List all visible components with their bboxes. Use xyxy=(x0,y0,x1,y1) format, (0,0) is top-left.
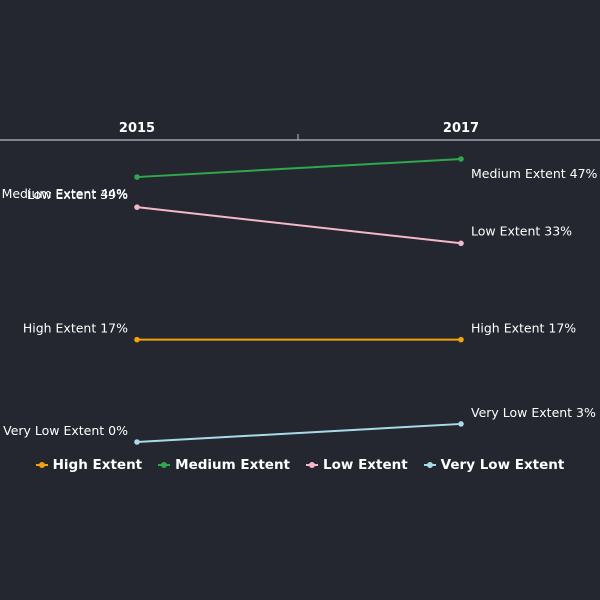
series-very-low-extent: Very Low Extent 0% Very Low Extent 3% xyxy=(3,405,596,445)
series-high-extent: High Extent 17% High Extent 17% xyxy=(23,321,576,343)
legend-item-high-extent[interactable]: High Extent xyxy=(35,457,143,473)
legend-marker-icon xyxy=(306,460,319,470)
legend-marker-icon xyxy=(35,460,48,470)
series-line xyxy=(136,422,462,443)
legend-label: Low Extent xyxy=(323,457,408,473)
data-label: Very Low Extent 3% xyxy=(471,405,596,420)
legend-label: Medium Extent xyxy=(175,457,291,473)
x-tick-label-2017: 2017 xyxy=(443,121,479,136)
series-line xyxy=(136,206,462,245)
data-point-2015[interactable] xyxy=(134,336,140,343)
legend-label: Very Low Extent xyxy=(440,457,565,473)
series-low-extent: Low Extent 39% Low Extent 33% xyxy=(27,187,572,247)
data-label: Low Extent 39% xyxy=(27,187,128,202)
series-medium-extent: Medium Extent 44% Medium Extent 47% xyxy=(2,156,598,201)
legend-label: High Extent xyxy=(52,457,143,473)
data-point-2017[interactable] xyxy=(458,336,464,343)
data-label: Medium Extent 44% xyxy=(2,186,129,201)
legend-marker-icon xyxy=(423,460,436,470)
data-point-2017[interactable] xyxy=(458,240,464,247)
data-label: High Extent 17% xyxy=(23,321,128,336)
legend-item-medium-extent[interactable]: Medium Extent xyxy=(158,457,290,473)
legend-marker-icon xyxy=(158,460,171,470)
data-label: Low Extent 33% xyxy=(471,223,572,238)
data-point-2017[interactable] xyxy=(458,156,464,162)
series-layer: High Extent 17% High Extent 17% Medium Ext… xyxy=(2,156,598,445)
data-point-2015[interactable] xyxy=(134,204,140,210)
legend: High Extent Medium Extent Low Extent Ver… xyxy=(0,454,600,476)
data-label: Medium Extent 47% xyxy=(471,166,598,181)
data-point-2017[interactable] xyxy=(458,421,464,427)
data-point-2015[interactable] xyxy=(134,174,140,180)
data-label: Very Low Extent 0% xyxy=(3,423,128,438)
data-point-2015[interactable] xyxy=(134,439,140,445)
series-line xyxy=(136,158,462,179)
data-label: High Extent 17% xyxy=(471,321,576,336)
legend-item-low-extent[interactable]: Low Extent xyxy=(306,457,408,473)
legend-item-very-low-extent[interactable]: Very Low Extent xyxy=(423,457,565,473)
x-tick-label-2015: 2015 xyxy=(119,121,155,136)
